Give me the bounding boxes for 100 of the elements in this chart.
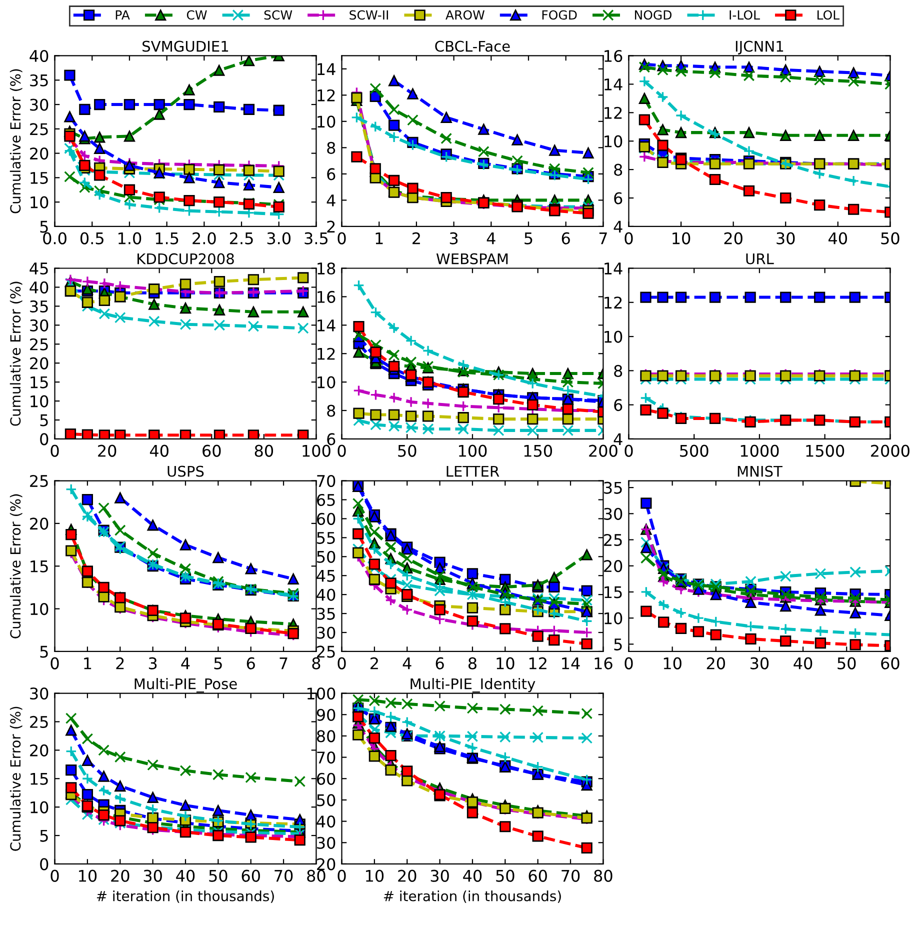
legend-label: CW [186, 10, 207, 20]
y-tick-label: 5 [40, 414, 48, 426]
y-axis-title: Cumulative Error (%) [10, 706, 22, 851]
x-tick-label: 40 [150, 444, 168, 457]
y-tick-label: 35 [30, 300, 48, 312]
chart-title: IJCNN1 [736, 40, 784, 54]
x-tick-label: 50 [398, 444, 416, 457]
y-tick-label: 14 [604, 262, 622, 274]
legend-label: SCW-II [350, 10, 388, 20]
y-tick-label: 40 [30, 50, 48, 62]
x-tick-label: 6 [246, 657, 255, 670]
x-tick-label: 2.5 [230, 232, 253, 244]
y-tick-label: 0 [40, 858, 48, 870]
x-tick-label: 7 [599, 232, 607, 244]
y-tick-label: 35 [30, 74, 48, 86]
x-tick-label: 2000 [871, 444, 910, 457]
x-tick-label: 8 [468, 657, 476, 670]
y-tick-label: 14 [318, 63, 336, 75]
y-tick-label: 15 [30, 560, 48, 572]
x-tick-label: 20 [706, 657, 725, 670]
y-tick-label: 12 [604, 106, 622, 119]
y-tick-label: 25 [30, 123, 48, 136]
x-tick-label: 40 [176, 870, 195, 882]
x-tick-label: 70 [562, 870, 580, 882]
x-tick-label: 0 [50, 657, 59, 670]
x-tick-label: 10 [496, 657, 514, 670]
x-tick-label: 50 [496, 870, 514, 882]
chart-title: SVMGUDIE1 [142, 40, 228, 52]
x-tick-label: 200 [589, 444, 618, 457]
x-tick-label: 6 [436, 657, 444, 670]
legend-label: PA [116, 10, 130, 20]
x-tick-label: 1.0 [118, 232, 142, 244]
y-axis-title: Cumulative Error (%) [10, 69, 22, 214]
y-tick-label: 8 [327, 404, 336, 417]
chart-title: MNIST [738, 466, 782, 477]
legend-label: I-LOL [730, 10, 760, 20]
y-tick-label: 8 [614, 364, 622, 377]
legend-label: NOGD [634, 10, 672, 20]
y-tick-label: 4 [326, 194, 336, 206]
y-tick-label: 20 [30, 148, 48, 160]
x-tick-label: 0 [338, 444, 346, 457]
y-tick-label: 70 [317, 474, 336, 488]
y-tick-label: 25 [30, 474, 48, 488]
x-axis-title: # iteration (in thousands) [384, 890, 561, 903]
x-tick-label: 0 [338, 870, 346, 882]
y-tick-label: 15 [604, 586, 622, 598]
y-tick-label: 4 [614, 433, 622, 446]
y-tick-label: 30 [317, 836, 336, 849]
x-tick-label: 4 [486, 232, 496, 244]
legend-label: SCW [264, 10, 292, 20]
y-tick-label: 30 [30, 687, 48, 700]
x-tick-label: 60 [202, 444, 221, 457]
x-tick-label: 5 [524, 232, 532, 244]
x-tick-label: 0 [338, 657, 346, 670]
legend-label: FOGD [542, 10, 577, 20]
y-tick-label: 60 [317, 772, 336, 785]
x-tick-label: 30 [144, 870, 162, 882]
y-tick-label: 15 [30, 773, 48, 785]
y-tick-label: 15 [30, 172, 48, 184]
y-tick-label: 5 [40, 220, 48, 233]
y-tick-label: 5 [40, 646, 48, 658]
y-tick-label: 10 [604, 612, 622, 624]
x-tick-label: 1000 [740, 444, 779, 457]
y-tick-label: 40 [316, 588, 336, 601]
y-tick-label: 65 [317, 494, 335, 506]
y-tick-label: 90 [316, 708, 336, 721]
y-tick-label: 5 [614, 638, 622, 650]
y-tick-label: 10 [318, 116, 336, 128]
y-tick-label: 6 [327, 168, 336, 180]
x-tick-label: 2 [412, 232, 420, 244]
x-tick-label: 80 [254, 444, 274, 457]
y-tick-label: 20 [30, 518, 48, 530]
x-tick-label: 30 [750, 657, 769, 670]
x-tick-label: 60 [528, 870, 547, 882]
y-tick-label: 14 [318, 320, 336, 332]
y-tick-label: 30 [30, 98, 48, 111]
y-tick-label: 40 [316, 816, 336, 828]
chart-title: Multi-PIE_Pose [134, 678, 237, 693]
y-tick-label: 25 [30, 338, 48, 350]
x-tick-label: 50 [881, 232, 900, 244]
chart-title: KDDCUP2008 [138, 253, 234, 264]
y-tick-label: 12 [318, 348, 335, 360]
x-tick-label: 3 [450, 232, 458, 244]
x-tick-label: 0 [624, 444, 633, 457]
x-tick-label: 1 [376, 232, 383, 244]
x-tick-label: 10 [664, 657, 682, 670]
x-tick-label: 0 [624, 232, 633, 244]
x-tick-label: 70 [274, 870, 293, 882]
y-tick-label: 30 [317, 626, 336, 639]
y-tick-label: 70 [317, 751, 336, 764]
y-tick-label: 10 [30, 801, 48, 814]
y-tick-label: 100 [307, 687, 336, 700]
y-tick-label: 16 [604, 50, 622, 62]
x-axis-title: # iteration (in thousands) [96, 890, 274, 903]
x-tick-label: 1500 [806, 444, 844, 457]
x-tick-label: 14 [562, 658, 580, 670]
y-tick-label: 8 [327, 142, 336, 154]
x-tick-label: 3.5 [304, 232, 328, 244]
y-tick-label: 20 [30, 744, 48, 756]
y-tick-label: 20 [604, 560, 622, 572]
